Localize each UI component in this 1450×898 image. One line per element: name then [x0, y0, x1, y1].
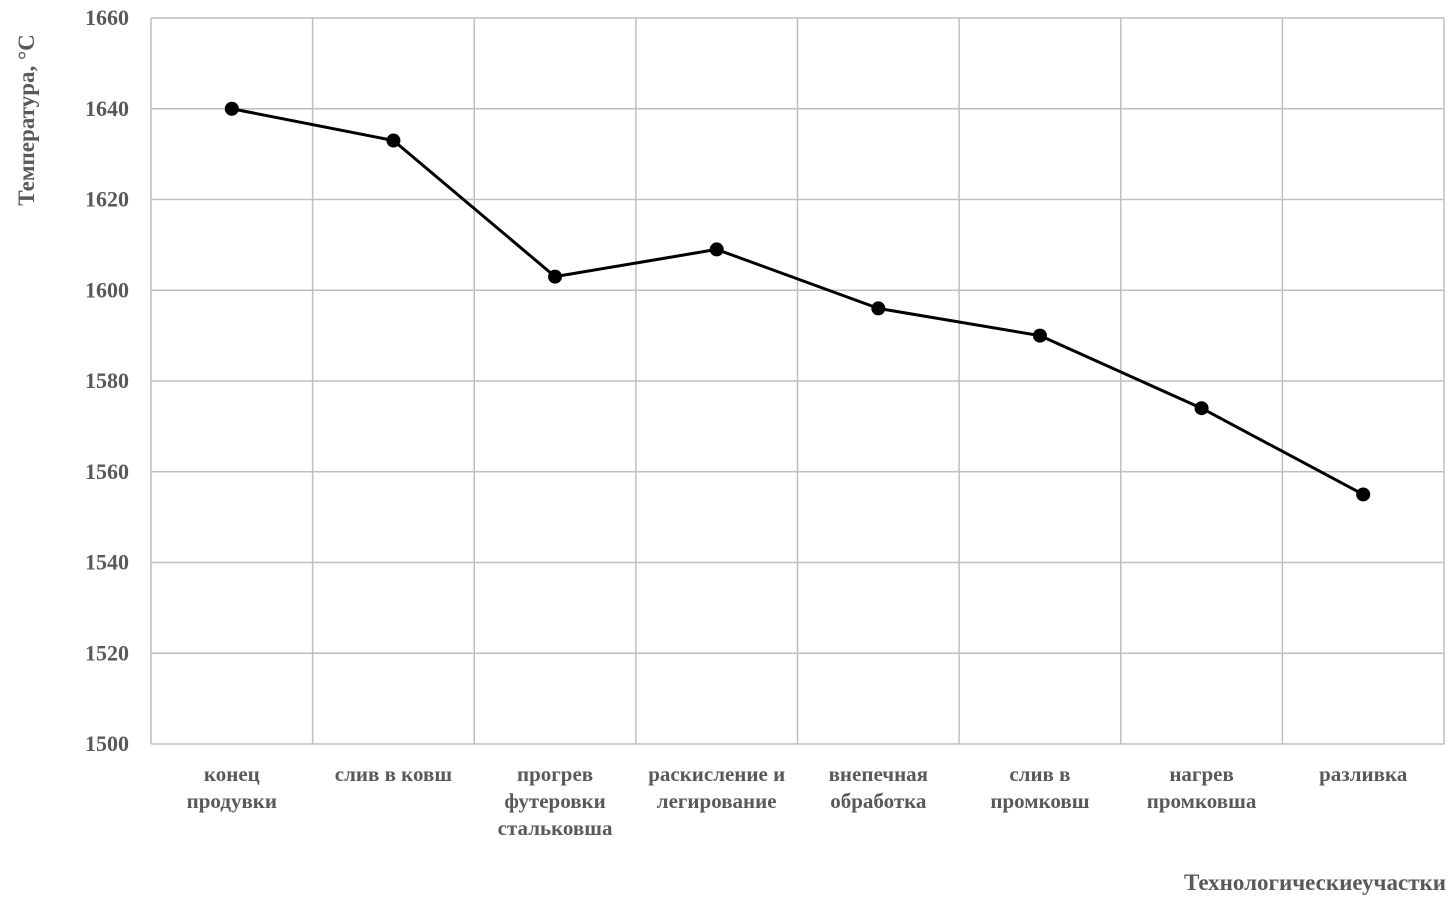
y-tick-label: 1620	[85, 187, 129, 212]
y-tick-label: 1640	[85, 96, 129, 121]
y-tick-label: 1520	[85, 640, 129, 665]
x-category-label: конец продувки	[187, 762, 277, 813]
x-category-label: разливка	[1319, 762, 1408, 786]
x-category-label: внепечная обработка	[829, 762, 928, 813]
x-category-label: нагрев промковша	[1147, 762, 1257, 813]
x-category-label: прогрев футеровки стальковша	[498, 762, 613, 840]
data-point	[386, 134, 400, 148]
y-tick-label: 1580	[85, 368, 129, 393]
data-point	[1033, 329, 1047, 343]
y-tick-label: 1540	[85, 550, 129, 575]
data-point	[710, 242, 724, 256]
x-category-label: слив в ковш	[335, 762, 453, 786]
y-tick-label: 1600	[85, 277, 129, 302]
grid	[151, 18, 1444, 744]
data-point	[1356, 487, 1370, 501]
data-point	[871, 301, 885, 315]
y-tick-label: 1560	[85, 459, 129, 484]
y-axis-ticks: 1500 1520 1540 1560 1580 1600 1620 1640 1660	[85, 5, 129, 756]
y-tick-label: 1500	[85, 731, 129, 756]
data-point	[1195, 401, 1209, 415]
data-point	[548, 270, 562, 284]
x-axis-title: Технологическиеучастки	[1184, 870, 1446, 895]
x-axis-categories: конец продувки слив в ковш прогрев футеровки…	[187, 762, 1408, 840]
x-category-label: слив в промковш	[990, 762, 1089, 813]
data-point	[225, 102, 239, 116]
y-axis-title: Температура, °С	[14, 34, 39, 206]
x-category-label: раскисление и легирование	[648, 762, 785, 813]
y-tick-label: 1660	[85, 5, 129, 30]
